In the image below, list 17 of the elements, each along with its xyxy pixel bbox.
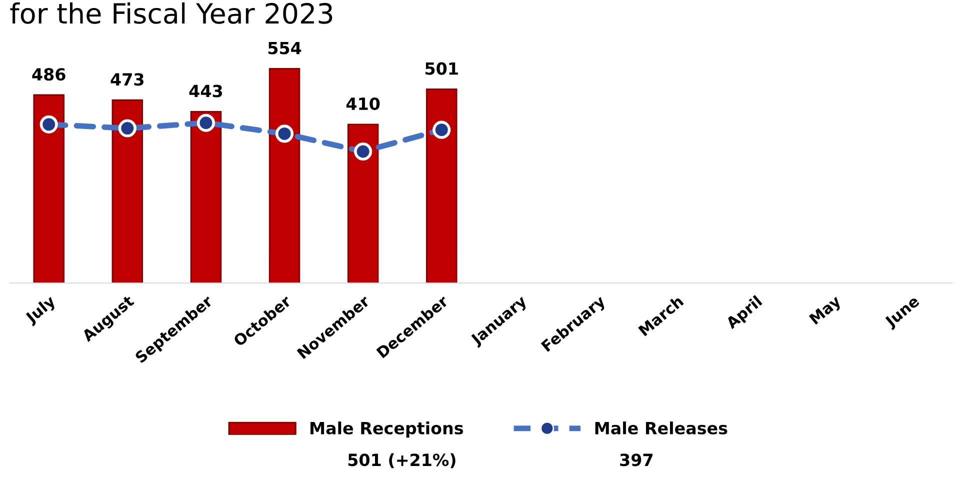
legend-label: Male Releases bbox=[595, 422, 728, 434]
data-label: 443 bbox=[189, 84, 222, 98]
data-label: 554 bbox=[268, 42, 302, 54]
bar bbox=[268, 68, 300, 284]
chart-title: for the Fiscal Year 2023 bbox=[10, 2, 332, 24]
bar bbox=[190, 110, 222, 284]
bar bbox=[347, 124, 379, 284]
text: 501 (+21%) bbox=[348, 453, 456, 468]
data-label: 501 bbox=[426, 62, 458, 75]
bar bbox=[112, 99, 144, 284]
bar bbox=[33, 94, 64, 284]
data-label: 486 bbox=[32, 68, 66, 81]
data-label: 473 bbox=[110, 73, 144, 86]
data-label: 410 bbox=[346, 97, 380, 110]
text: 397 bbox=[620, 454, 652, 466]
legend-label: Male Receptions bbox=[310, 422, 464, 438]
bar bbox=[426, 88, 458, 284]
